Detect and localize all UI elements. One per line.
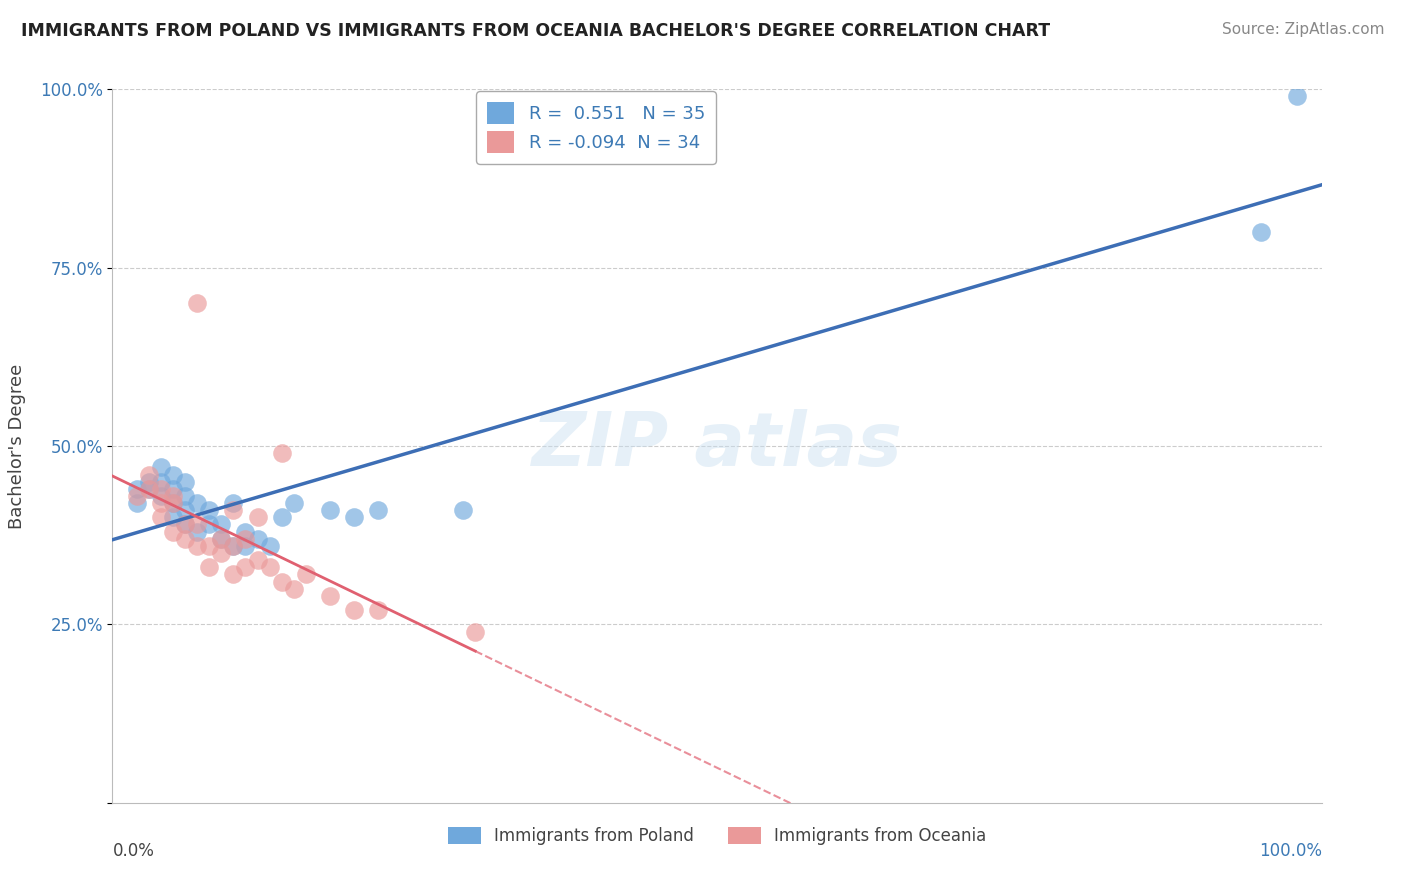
Point bbox=[149, 475, 172, 489]
Point bbox=[367, 503, 389, 517]
Point bbox=[283, 496, 305, 510]
Point bbox=[1286, 89, 1309, 103]
Point bbox=[222, 539, 245, 553]
Point bbox=[464, 624, 486, 639]
Point bbox=[186, 517, 208, 532]
Point bbox=[198, 517, 221, 532]
Point bbox=[222, 567, 245, 582]
Point bbox=[209, 517, 232, 532]
Point bbox=[270, 574, 292, 589]
Point bbox=[186, 539, 208, 553]
Point bbox=[162, 489, 184, 503]
Point bbox=[138, 475, 160, 489]
Point bbox=[162, 467, 184, 482]
Point bbox=[138, 467, 160, 482]
Point bbox=[174, 532, 197, 546]
Point bbox=[162, 496, 184, 510]
Point bbox=[209, 546, 232, 560]
Point bbox=[149, 489, 172, 503]
Point bbox=[186, 524, 208, 539]
Point bbox=[222, 496, 245, 510]
Point bbox=[259, 560, 281, 574]
Point bbox=[138, 482, 160, 496]
Point bbox=[162, 510, 184, 524]
Point bbox=[270, 510, 292, 524]
Point bbox=[125, 482, 148, 496]
Y-axis label: Bachelor's Degree: Bachelor's Degree bbox=[8, 363, 25, 529]
Point bbox=[235, 560, 257, 574]
Point bbox=[209, 532, 232, 546]
Point bbox=[198, 560, 221, 574]
Point bbox=[149, 510, 172, 524]
Point bbox=[222, 503, 245, 517]
Point bbox=[295, 567, 318, 582]
Point bbox=[149, 460, 172, 475]
Point bbox=[125, 489, 148, 503]
Point bbox=[174, 517, 197, 532]
Point bbox=[174, 475, 197, 489]
Point bbox=[186, 496, 208, 510]
Point bbox=[162, 524, 184, 539]
Text: 0.0%: 0.0% bbox=[112, 842, 155, 860]
Point bbox=[222, 539, 245, 553]
Point bbox=[270, 446, 292, 460]
Text: ZIP atlas: ZIP atlas bbox=[531, 409, 903, 483]
Point bbox=[198, 539, 221, 553]
Point bbox=[125, 496, 148, 510]
Point bbox=[319, 503, 342, 517]
Point bbox=[138, 482, 160, 496]
Point bbox=[209, 532, 232, 546]
Point bbox=[246, 553, 269, 567]
Legend: Immigrants from Poland, Immigrants from Oceania: Immigrants from Poland, Immigrants from … bbox=[441, 820, 993, 852]
Point bbox=[343, 510, 366, 524]
Point bbox=[198, 503, 221, 517]
Point bbox=[451, 503, 474, 517]
Text: 100.0%: 100.0% bbox=[1258, 842, 1322, 860]
Point bbox=[235, 532, 257, 546]
Point bbox=[235, 539, 257, 553]
Text: Source: ZipAtlas.com: Source: ZipAtlas.com bbox=[1222, 22, 1385, 37]
Point bbox=[149, 482, 172, 496]
Point bbox=[259, 539, 281, 553]
Point bbox=[283, 582, 305, 596]
Text: IMMIGRANTS FROM POLAND VS IMMIGRANTS FROM OCEANIA BACHELOR'S DEGREE CORRELATION : IMMIGRANTS FROM POLAND VS IMMIGRANTS FRO… bbox=[21, 22, 1050, 40]
Point bbox=[162, 496, 184, 510]
Point bbox=[174, 489, 197, 503]
Point bbox=[367, 603, 389, 617]
Point bbox=[174, 503, 197, 517]
Point bbox=[343, 603, 366, 617]
Point bbox=[319, 589, 342, 603]
Point bbox=[149, 496, 172, 510]
Point bbox=[1250, 225, 1272, 239]
Point bbox=[246, 510, 269, 524]
Point bbox=[174, 517, 197, 532]
Point bbox=[186, 296, 208, 310]
Point bbox=[235, 524, 257, 539]
Point bbox=[162, 482, 184, 496]
Point bbox=[246, 532, 269, 546]
